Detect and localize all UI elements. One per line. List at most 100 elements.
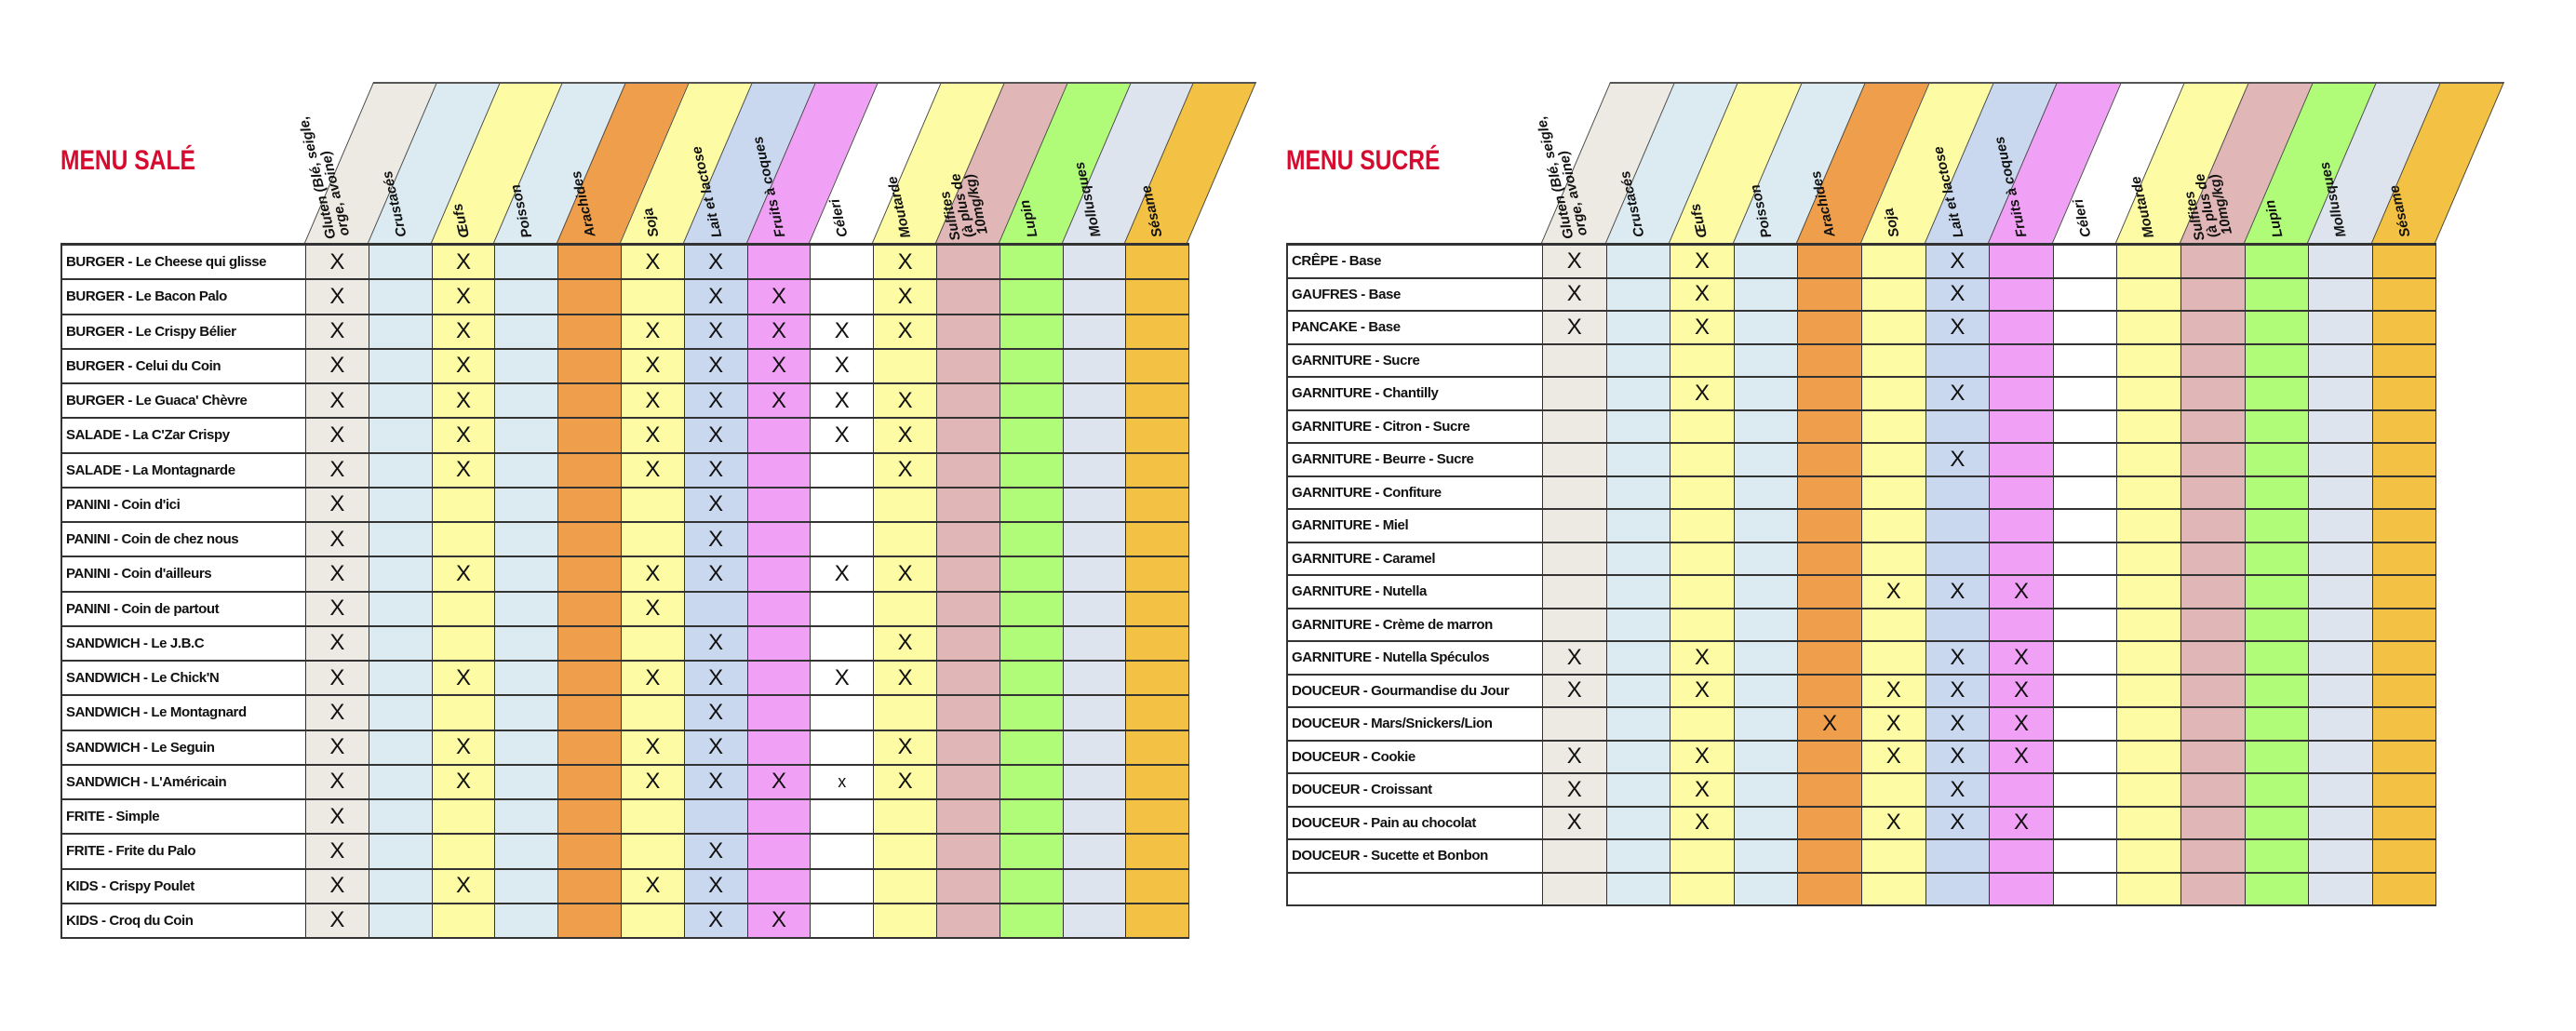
allergen-cell <box>1126 453 1190 487</box>
allergen-cell: X <box>1925 741 1991 772</box>
allergen-cell: X <box>684 869 748 903</box>
allergen-cell: X <box>1925 774 1991 806</box>
allergen-cell <box>811 730 875 764</box>
allergen-cell <box>1126 419 1190 452</box>
allergen-cell <box>1126 730 1190 764</box>
allergen-label: Lupin <box>1016 198 1041 239</box>
dish-name: SANDWICH - L'Américain <box>62 765 306 798</box>
allergen-cell <box>2309 642 2373 674</box>
allergen-cell: X <box>432 730 496 764</box>
allergen-cell <box>2309 675 2373 706</box>
allergen-cell <box>2053 708 2118 740</box>
allergen-cell <box>558 384 622 418</box>
allergen-cell: X <box>1670 675 1735 706</box>
allergen-cell <box>1606 444 1671 475</box>
allergen-cell <box>558 315 622 348</box>
allergen-label: Céleri <box>826 197 852 239</box>
allergen-cell <box>1734 312 1799 343</box>
allergen-cell <box>1606 807 1671 838</box>
allergen-label: Fruits à coques <box>1992 135 2031 239</box>
allergen-label: Sulfites (à plus de 10mg/kg) <box>936 171 991 243</box>
allergen-cell: X <box>684 765 748 798</box>
allergen-cell: X <box>306 730 369 764</box>
allergen-cell <box>811 626 875 660</box>
allergen-cell <box>2117 642 2181 674</box>
allergen-cell <box>495 488 559 521</box>
allergen-cell <box>2245 542 2310 574</box>
allergen-cell <box>2053 344 2118 376</box>
dish-name: KIDS - Crispy Poulet <box>62 869 306 903</box>
table-row: GAUFRES - Base X X X <box>1288 278 2437 312</box>
allergen-cell <box>2117 378 2181 409</box>
allergen-cell <box>495 835 559 868</box>
allergen-cell <box>558 488 622 521</box>
dish-name: GAUFRES - Base <box>1288 278 1543 310</box>
allergen-cell: X <box>747 765 812 798</box>
dish-name: GARNITURE - Confiture <box>1288 476 1543 508</box>
allergen-cell <box>1861 278 1926 310</box>
allergen-cell <box>1606 642 1671 674</box>
allergen-cell <box>369 592 433 625</box>
dish-name: SANDWICH - Le J.B.C <box>62 626 306 660</box>
allergen-cell: X <box>684 696 748 730</box>
allergen-cell <box>2309 774 2373 806</box>
allergen-cell <box>495 246 559 279</box>
allergen-cell <box>1670 873 1735 904</box>
allergen-cell <box>936 835 1000 868</box>
allergen-cell: X <box>306 349 369 382</box>
allergen-cell <box>1543 410 1607 442</box>
allergen-cell <box>1798 741 1862 772</box>
allergen-cell: X <box>1543 675 1607 706</box>
allergen-cell: X <box>684 557 748 591</box>
allergen-cell <box>369 453 433 487</box>
allergen-cell <box>1606 510 1671 542</box>
allergen-cell <box>1063 488 1127 521</box>
allergen-cell <box>1798 510 1862 542</box>
allergen-cell <box>621 800 685 834</box>
dish-name: GARNITURE - Caramel <box>1288 542 1543 574</box>
allergen-cell <box>1990 444 2054 475</box>
allergen-cell <box>1798 807 1862 838</box>
allergen-cell <box>936 384 1000 418</box>
allergen-cell: X <box>1925 576 1991 608</box>
allergen-cell <box>1126 835 1190 868</box>
allergen-cell: X <box>1990 675 2054 706</box>
allergen-cell <box>811 800 875 834</box>
allergen-cell <box>1734 344 1799 376</box>
allergen-cell <box>369 419 433 452</box>
dish-name: GARNITURE - Citron - Sucre <box>1288 410 1543 442</box>
allergen-cell <box>1606 312 1671 343</box>
allergen-cell <box>1063 523 1127 556</box>
allergen-cell <box>811 869 875 903</box>
allergen-cell <box>936 488 1000 521</box>
dish-name: SALADE - La C'Zar Crispy <box>62 419 306 452</box>
allergen-label: Soja <box>639 207 663 239</box>
allergen-cell: X <box>747 384 812 418</box>
allergen-label: Arachides <box>1808 169 1840 239</box>
allergen-cell: X <box>432 765 496 798</box>
allergen-cell: X <box>432 557 496 591</box>
table-row: DOUCEUR - Sucette et Bonbon <box>1288 840 2437 874</box>
table-row: BURGER - Le Crispy Bélier X X X X X X X <box>62 315 1190 350</box>
allergen-cell <box>2245 344 2310 376</box>
allergen-cell <box>2180 246 2246 277</box>
allergen-cell <box>936 419 1000 452</box>
allergen-cell <box>1126 592 1190 625</box>
allergen-cell <box>1925 840 1991 872</box>
allergen-cell <box>1990 278 2054 310</box>
allergen-cell: X <box>874 419 937 452</box>
allergen-cell: X <box>306 246 369 279</box>
allergen-cell <box>2180 542 2246 574</box>
allergen-cell <box>1670 344 1735 376</box>
allergen-label: Gluten (Blé, seigle, orge, avoine) <box>1533 114 1590 241</box>
dish-name: BURGER - Celui du Coin <box>62 349 306 382</box>
allergen-cell: X <box>1543 774 1607 806</box>
allergen-cell <box>1861 312 1926 343</box>
dish-name <box>1288 873 1543 904</box>
allergen-cell <box>747 592 812 625</box>
allergen-cell: X <box>621 349 685 382</box>
table-row <box>1288 873 2437 906</box>
allergen-cell <box>874 835 937 868</box>
allergen-label: Œufs <box>449 201 473 239</box>
allergen-cell <box>747 453 812 487</box>
